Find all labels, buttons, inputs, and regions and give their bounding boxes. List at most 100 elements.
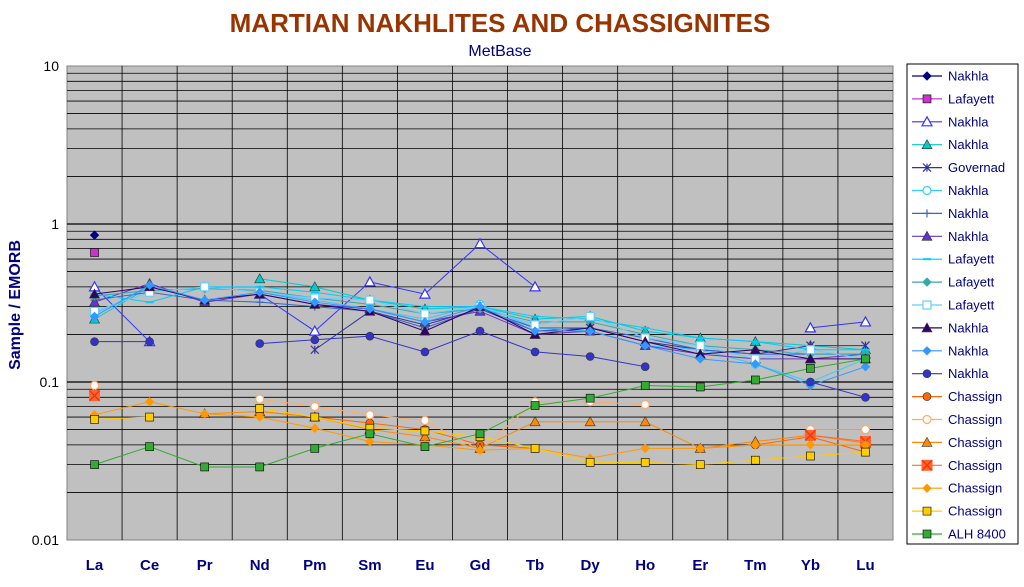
- data-point: [255, 462, 265, 472]
- data-point: [922, 185, 932, 196]
- x-axis: La Ce Pr Nd Pm Sm Eu Gd Tb Dy Ho Er Tm Yb Lu: [86, 557, 875, 574]
- legend-item: Lafayett: [912, 252, 995, 267]
- data-point: [805, 440, 816, 450]
- x-tick-label: Dy: [581, 557, 601, 574]
- chart-subtitle: MetBase: [468, 43, 531, 60]
- legend-item: Nakhla: [912, 137, 989, 152]
- data-point: [921, 230, 933, 241]
- data-point: [255, 339, 265, 348]
- data-point: [585, 311, 595, 322]
- data-point: [473, 237, 487, 249]
- data-point: [640, 340, 650, 351]
- legend-label: Lafayett: [948, 252, 995, 267]
- legend-item: Nakhla: [912, 183, 989, 198]
- series-2: [90, 248, 99, 257]
- data-point: [695, 354, 705, 364]
- data-point: [420, 309, 430, 319]
- series-line: [259, 398, 646, 451]
- legend-label: Nakhla: [948, 229, 989, 244]
- legend-item: Lafayett: [912, 298, 995, 313]
- data-point: [804, 353, 816, 364]
- data-point: [861, 341, 870, 351]
- x-tick-label: Er: [692, 557, 708, 574]
- legend-item: Nakhla: [912, 114, 989, 129]
- data-point: [695, 443, 705, 454]
- data-point: [806, 364, 815, 373]
- legend-item: Chassign: [912, 412, 1002, 427]
- legend-label: ALH 8400: [948, 527, 1006, 542]
- y-axis: 0.01 0.1 1 10: [32, 58, 59, 548]
- series-1: [89, 230, 100, 240]
- data-point: [922, 414, 932, 425]
- data-point: [751, 375, 760, 385]
- data-point: [804, 321, 817, 333]
- series-line: [259, 330, 646, 368]
- legend-label: Chassign: [948, 504, 1002, 519]
- data-point: [90, 248, 99, 257]
- data-point: [420, 347, 430, 357]
- data-point: [310, 444, 320, 453]
- data-point: [200, 462, 209, 472]
- legend-item: Chassign: [912, 389, 1002, 404]
- series-line: [94, 286, 150, 320]
- data-point: [585, 326, 595, 336]
- legend-label: Nakhla: [948, 114, 989, 129]
- legend-label: Chassign: [948, 412, 1002, 427]
- legend-label: Nakhla: [948, 137, 989, 152]
- legend-label: Chassign: [948, 389, 1002, 404]
- x-tick-label: Tm: [744, 557, 767, 574]
- data-point: [921, 322, 933, 333]
- data-point: [310, 401, 320, 412]
- legend-label: Chassign: [948, 458, 1002, 473]
- data-point: [144, 280, 155, 290]
- data-point: [475, 429, 485, 439]
- x-tick-label: Yb: [801, 557, 820, 574]
- data-point: [695, 340, 705, 351]
- legend-item: Chassign: [912, 435, 1002, 450]
- data-point: [922, 71, 932, 81]
- data-point: [200, 282, 210, 292]
- data-point: [419, 325, 431, 336]
- data-point: [255, 287, 265, 297]
- data-point: [89, 230, 100, 240]
- series-line: [810, 321, 866, 329]
- data-point: [90, 337, 99, 346]
- legend-label: Nakhla: [948, 320, 989, 335]
- x-tick-label: Pr: [197, 557, 213, 574]
- data-point: [89, 311, 100, 322]
- data-point: [145, 337, 154, 346]
- data-point: [585, 458, 595, 467]
- series-21: [90, 354, 870, 472]
- data-point: [584, 416, 596, 427]
- legend-label: Nakhla: [948, 366, 989, 381]
- data-point: [530, 444, 540, 453]
- legend-item: Nakhla: [912, 320, 989, 335]
- data-point: [420, 426, 430, 436]
- data-point: [255, 404, 265, 413]
- data-point: [922, 94, 932, 104]
- x-tick-label: Gd: [470, 557, 491, 574]
- legend-item: Chassign: [912, 458, 1002, 473]
- data-point: [921, 436, 933, 447]
- data-point: [640, 381, 650, 390]
- x-tick-label: Sm: [358, 557, 381, 574]
- legend-label: Governad: [948, 160, 1005, 175]
- legend-item: Chassign: [912, 481, 1002, 496]
- data-point: [859, 315, 872, 327]
- data-point: [145, 412, 154, 422]
- data-point: [90, 460, 99, 469]
- data-point: [310, 423, 320, 433]
- data-point: [199, 408, 210, 419]
- x-tick-label: Pm: [303, 557, 326, 574]
- data-point: [310, 335, 320, 345]
- data-point: [922, 369, 932, 379]
- legend-label: Lafayett: [948, 91, 995, 106]
- data-point: [805, 345, 816, 355]
- data-point: [806, 451, 815, 461]
- data-point: [529, 280, 542, 292]
- y-tick-label: 1: [51, 216, 59, 232]
- data-point: [920, 115, 934, 127]
- data-point: [640, 362, 650, 371]
- data-point: [921, 139, 933, 149]
